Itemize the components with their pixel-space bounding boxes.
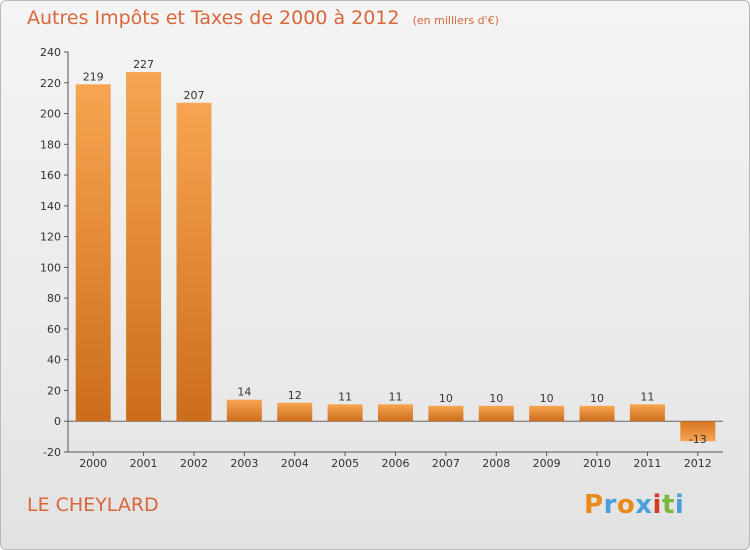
logo-letter: r — [603, 490, 617, 520]
y-tick-label: 140 — [40, 200, 61, 213]
data-label-2001: 227 — [133, 58, 154, 71]
logo-letter: i — [674, 490, 685, 520]
x-tick-label: 2007 — [432, 457, 460, 470]
y-tick-label: 180 — [40, 138, 61, 151]
y-tick-label: 60 — [47, 323, 61, 336]
bar-2011 — [629, 404, 665, 422]
x-tick-label: 2009 — [533, 457, 561, 470]
x-tick-label: 2012 — [684, 457, 712, 470]
bar-2006 — [378, 404, 413, 422]
x-tick-label: 2004 — [281, 457, 309, 470]
y-tick-label: 80 — [47, 292, 61, 305]
data-label-2003: 14 — [237, 386, 251, 399]
bar-2004 — [277, 402, 313, 422]
data-label-2012: -13 — [689, 433, 707, 446]
bar-2005 — [327, 404, 363, 422]
logo-letter: x — [635, 490, 653, 520]
bar-2007 — [428, 405, 464, 422]
data-labels: 219 227 207 14 12 11 11 10 10 10 10 11 -13 — [83, 58, 707, 446]
y-tick-label: 120 — [40, 231, 61, 244]
y-tick-label: 200 — [40, 108, 61, 121]
logo-letter: i — [652, 490, 662, 520]
data-label-2005: 11 — [338, 390, 352, 403]
bars — [75, 72, 716, 442]
x-tick-label: 2000 — [79, 457, 107, 470]
proxiti-logo: Proxiti — [584, 490, 684, 520]
bar-2002 — [176, 102, 212, 422]
x-tick-label: 2005 — [331, 457, 359, 470]
data-label-2010: 10 — [590, 392, 604, 405]
y-tick-label: 160 — [40, 169, 61, 182]
logo-letter: P — [584, 490, 604, 520]
x-tick-label: 2003 — [230, 457, 258, 470]
bar-2012 — [680, 421, 716, 442]
x-tick-label: 2011 — [633, 457, 661, 470]
bar-2008 — [478, 405, 514, 422]
bar-2001 — [126, 72, 162, 422]
x-tick-label: 2002 — [180, 457, 208, 470]
bar-2010 — [579, 405, 615, 422]
chart-title: Autres Impôts et Taxes de 2000 à 2012 — [27, 7, 400, 29]
data-label-2006: 11 — [389, 390, 403, 403]
y-tick-label: 20 — [47, 384, 61, 397]
x-tick-label: 2010 — [583, 457, 611, 470]
y-tick-label: 100 — [40, 261, 61, 274]
x-tick-label: 2006 — [382, 457, 410, 470]
data-label-2000: 219 — [83, 70, 104, 83]
data-label-2007: 10 — [439, 392, 453, 405]
bar-chart: -20 0 20 40 60 80 100 120 140 160 180 200 220 240 2000… — [40, 46, 723, 470]
data-label-2009: 10 — [540, 392, 554, 405]
title-row: Autres Impôts et Taxes de 2000 à 2012 (e… — [27, 7, 499, 29]
x-tick-label: 2001 — [130, 457, 158, 470]
logo-letter: o — [616, 490, 636, 520]
data-label-2008: 10 — [489, 392, 503, 405]
y-tick-label: -20 — [43, 446, 61, 459]
y-tick-label: 220 — [40, 77, 61, 90]
bar-2003 — [226, 399, 262, 422]
x-tick-label: 2008 — [482, 457, 510, 470]
y-tick-label: 40 — [47, 354, 61, 367]
y-tick-label: 0 — [54, 415, 61, 428]
bar-2009 — [529, 405, 565, 422]
data-label-2004: 12 — [288, 389, 302, 402]
logo-letter: t — [661, 490, 675, 520]
chart-subtitle: (en milliers d'€) — [412, 14, 499, 27]
bar-2000 — [75, 84, 111, 422]
place-name: LE CHEYLARD — [27, 494, 159, 516]
data-label-2002: 207 — [183, 89, 204, 102]
data-label-2011: 11 — [640, 390, 654, 403]
y-tick-label: 240 — [40, 46, 61, 59]
